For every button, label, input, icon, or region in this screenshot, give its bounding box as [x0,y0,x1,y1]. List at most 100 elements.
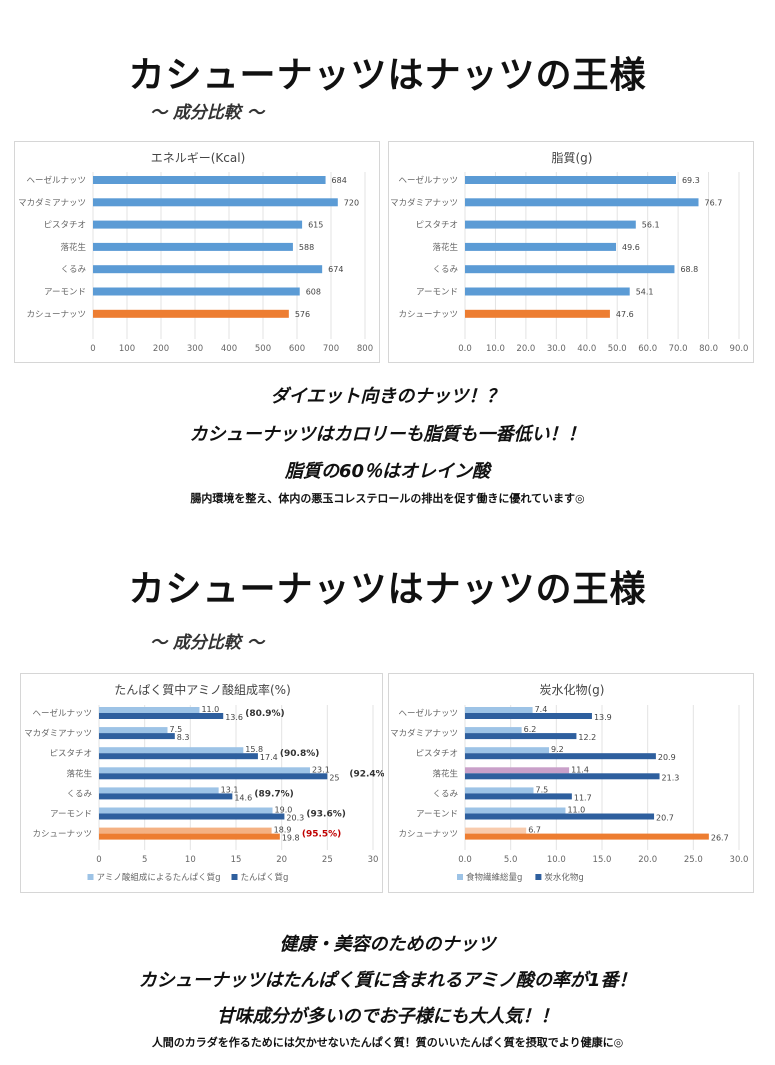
category-label: くるみ [67,789,93,799]
legend-label: たんぱく質g [241,872,289,883]
tick-label: 90.0 [730,344,749,354]
chart-title: エネルギー(Kcal) [151,151,246,165]
data-label-series-2: 25 [329,773,339,782]
bar [465,220,636,229]
section1-note: 腸内環境を整え、体内の悪玉コレステロールの排出を促す働きに優れています◎ [190,492,585,505]
tick-label: 30.0 [730,855,749,865]
category-label: マカダミアナッツ [390,728,458,739]
data-label: 54.1 [636,288,654,297]
data-label-series-2: 21.3 [662,773,680,782]
data-label: 69.3 [682,176,700,185]
chart-title: たんぱく質中アミノ酸組成率(%) [114,682,291,697]
data-label-series-1: 19.0 [275,806,293,815]
tick-label: 0 [96,855,101,865]
bar [93,309,289,318]
annotation-percent: (89.7%) [254,789,293,799]
data-label-series-2: 11.7 [574,793,592,802]
section1-message-2: カシューナッツはカロリーも脂質も一番低い！！ [189,424,586,445]
legend-label: アミノ酸組成によるたんぱく質g [97,872,221,883]
annotation-percent: (95.5%) [302,830,341,840]
category-label: カシューナッツ [398,310,458,320]
tick-label: 30 [368,855,379,865]
fat-chart: 脂質(g) 0.0 10.0 20.0 30.0 40.0 50.0 60.0 70.0 80.0… [388,141,754,363]
data-label-series-2: 8.3 [177,733,190,742]
data-label-series-2: 26.7 [711,834,729,843]
bar-series-1 [99,767,310,774]
section2-message-3: 甘味成分が多いのでお子様にも大人気！！ [216,1006,559,1027]
data-label-series-2: 19.8 [282,834,300,843]
bar-series-2 [99,833,280,840]
category-label: くるみ [433,265,459,275]
data-label: 615 [308,221,323,230]
bar-series-1 [99,787,219,794]
tick-label: 15.0 [593,855,612,865]
bar-series-2 [99,813,285,820]
data-label-series-1: 7.4 [535,705,548,714]
section2-note: 人間のカラダを作るためには欠かせないたんぱく質！質のいいたんぱく質を摂取でより健… [151,1036,624,1049]
bar-series-1 [465,807,566,814]
tick-label: 0.0 [458,344,472,354]
annotation-percent: (80.9%) [245,709,284,719]
tick-label: 0 [90,344,95,354]
amino-chart-svg: たんぱく質中アミノ酸組成率(%) 0 5 10 15 20 25 30 ヘーゼルナッツ 11.0 1… [24,682,384,883]
carb-chart-svg: 炭水化物(g) 0.0 5.0 10.0 15.0 20.0 25.0 30.0 ヘーゼルナッツ… [390,683,749,883]
chart-title: 脂質(g) [552,150,593,165]
data-label: 47.6 [616,310,634,319]
data-label: 674 [328,265,343,274]
bar-series-1 [465,787,534,794]
tick-label: 10.0 [486,344,505,354]
tick-label: 600 [289,344,305,354]
bar [465,198,699,207]
data-label-series-2: 20.7 [656,814,674,823]
tick-label: 25.0 [684,855,703,865]
tick-label: 15 [231,855,242,865]
bar-series-2 [465,753,656,760]
chart-title: 炭水化物(g) [540,683,605,697]
data-label-series-2: 20.9 [658,753,676,762]
category-label: くるみ [433,789,459,799]
category-label: アーモンド [44,288,86,298]
section1-subtitle: ～ 成分比較 ～ [150,103,264,123]
legend-swatch [535,874,542,880]
legend-swatch [457,874,463,880]
category-label: アーモンド [416,810,458,820]
tick-label: 80.0 [699,344,718,354]
data-label: 576 [295,310,310,319]
category-label: ピスタチオ [415,749,458,759]
data-label: 76.7 [705,198,723,207]
data-label-series-1: 15.8 [245,745,263,754]
data-label-series-1: 11.0 [567,806,585,815]
bar-series-2 [465,733,577,740]
bar-series-2 [99,733,175,740]
tick-label: 30.0 [547,344,566,354]
bar-series-2 [99,773,328,780]
bar-series-2 [465,773,660,780]
bar [93,220,303,229]
bar [93,242,293,251]
section2-message-2: カシューナッツはたんぱく質に含まれるアミノ酸の率が1番！ [138,970,637,991]
data-label-series-1: 11.4 [571,765,589,774]
bar [465,309,610,318]
tick-label: 40.0 [577,344,596,354]
bar [465,242,617,251]
category-label: カシューナッツ [398,830,458,840]
bar-series-2 [465,813,655,820]
data-label-series-1: 11.0 [201,705,219,714]
legend-swatch [231,874,238,880]
bar-series-1 [465,767,570,774]
data-label-series-1: 7.5 [170,725,183,734]
data-label: 608 [306,288,321,297]
bar-series-1 [99,727,168,734]
bar [465,176,676,184]
data-label-series-2: 20.3 [286,814,304,823]
tick-label: 70.0 [669,344,688,354]
tick-label: 100 [119,344,135,354]
annotation-percent: (92.4%) [349,769,384,779]
tick-label: 500 [255,344,271,354]
bar-series-1 [99,747,244,754]
bar-series-1 [99,827,272,834]
tick-label: 800 [357,344,373,354]
tick-label: 20.0 [638,855,657,865]
data-label-series-1: 9.2 [551,745,564,754]
bar-series-2 [99,793,233,800]
